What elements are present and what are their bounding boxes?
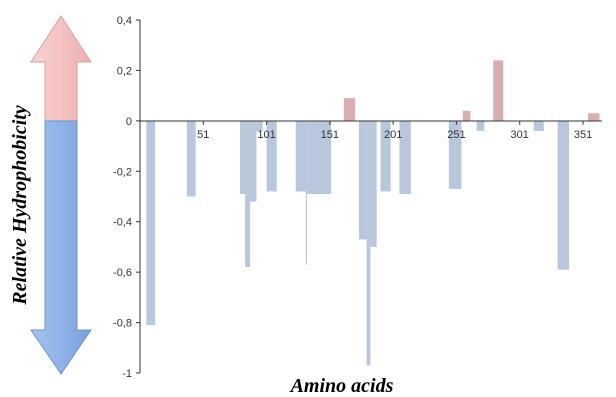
hydrophilic-bar <box>295 120 308 192</box>
hydrophilic-bar <box>256 120 263 131</box>
y-axis-title: Relative Hydrophobicity <box>9 105 31 306</box>
x-tick-label: 101 <box>257 129 275 141</box>
bars <box>146 60 600 366</box>
hydrophobicity-arrow <box>30 15 92 375</box>
hydrophobic-bar <box>588 113 600 121</box>
hydrophilic-bar <box>366 120 371 366</box>
hydrophilic-bar <box>358 120 367 240</box>
y-tick-label: 0,2 <box>117 65 132 77</box>
hydrophilic-bar <box>305 120 308 265</box>
hydrophilic-bar <box>318 120 332 194</box>
x-axis-title: Amino acids <box>289 375 394 397</box>
x-tick-label: 301 <box>511 129 529 141</box>
hydrophobic-bar <box>462 110 471 121</box>
hydrophilic-bar <box>146 120 156 326</box>
hydrophilic-bar <box>250 120 257 202</box>
hydrophilic-bar <box>307 120 319 194</box>
hydrophobic-arrow-up <box>30 15 92 122</box>
y-tick-label: -0,2 <box>113 166 132 178</box>
y-axis-ticks: 0,4 0,2 0 -0,2 -0,4 -0,6 -0,8 -1 <box>113 15 140 380</box>
hydrophobic-bar <box>493 60 504 121</box>
hydrophilic-bar <box>186 120 196 197</box>
x-tick-label: 201 <box>384 129 402 141</box>
x-tick-label: 251 <box>447 129 465 141</box>
hydrophilic-bar <box>370 120 377 247</box>
hydrophilic-arrow-down <box>30 120 92 375</box>
y-tick-label: 0 <box>126 116 132 128</box>
x-tick-label: 51 <box>197 129 209 141</box>
x-axis-ticks: 51 101 151 201 251 301 351 <box>197 120 592 141</box>
hydrophilic-bar <box>245 120 251 268</box>
hydrophilic-bar <box>448 120 462 189</box>
hydrophobic-bar <box>343 98 356 121</box>
hydrophilic-bar <box>533 120 544 131</box>
y-tick-label: -1 <box>122 368 132 380</box>
y-tick-label: -0,8 <box>113 318 132 330</box>
y-tick-label: -0,6 <box>113 267 132 279</box>
hydrophilic-bar <box>476 120 485 131</box>
hydrophilic-bar <box>239 120 246 194</box>
hydrophilic-bar <box>380 120 391 192</box>
y-tick-label: 0,4 <box>117 15 132 27</box>
hydrophilic-bar <box>399 120 411 194</box>
x-tick-label: 151 <box>321 129 339 141</box>
x-tick-label: 351 <box>574 129 592 141</box>
hydrophilic-bar <box>266 120 277 192</box>
hydrophilic-bar <box>557 120 570 270</box>
y-tick-label: -0,4 <box>113 217 132 229</box>
